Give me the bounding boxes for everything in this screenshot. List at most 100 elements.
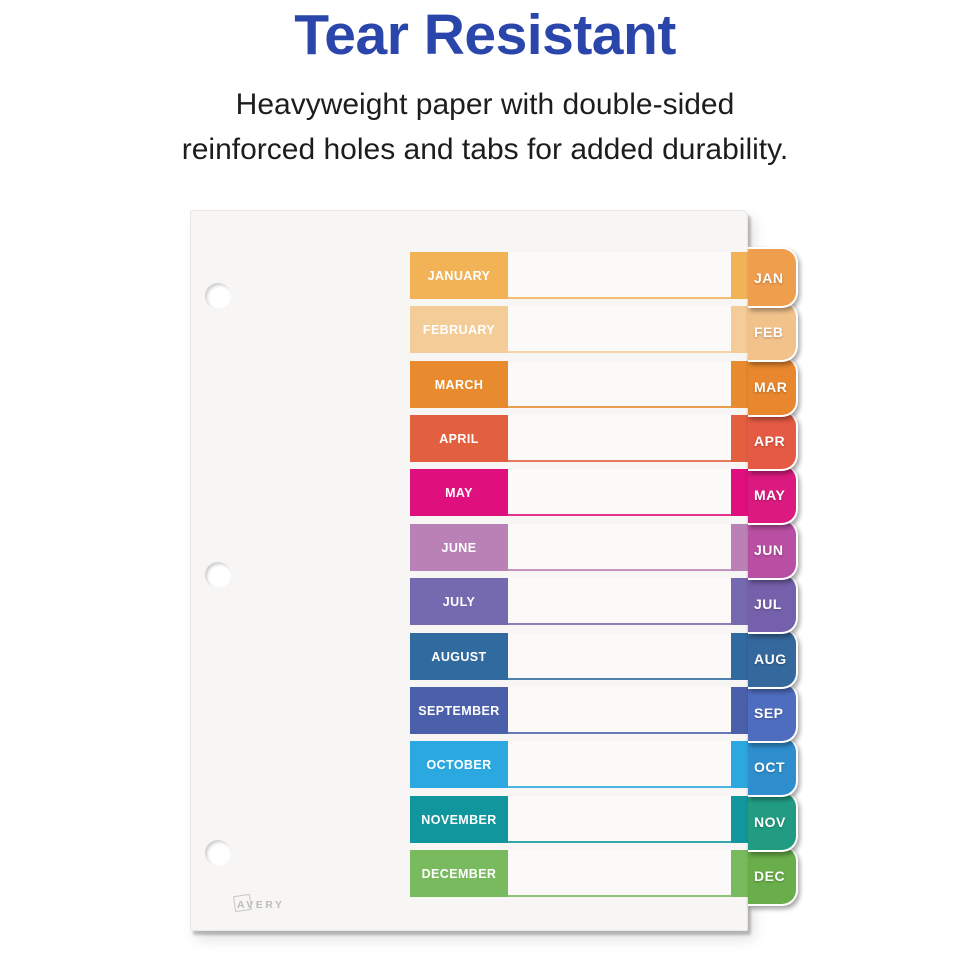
edge-strip — [731, 578, 748, 625]
toc-leader-area — [508, 741, 731, 788]
index-tab-apr: APR — [748, 410, 798, 471]
index-tab-may: MAY — [748, 464, 798, 525]
month-name: MAY — [445, 485, 473, 500]
tab-label: APR — [754, 432, 786, 449]
month-label-block: DECEMBER — [410, 850, 508, 897]
divider-sheet: JANUARY FEBRUARY MARCH APRIL MAY JUNE JULY AUGU… — [190, 210, 798, 931]
avery-logo-frame-icon — [232, 893, 253, 913]
toc-leader-line — [508, 841, 731, 843]
toc-row-apr: APRIL — [410, 415, 748, 462]
toc-leader-line — [508, 732, 731, 734]
month-label-block: MARCH — [410, 361, 508, 408]
index-tab-oct: OCT — [748, 736, 798, 797]
month-label-block: OCTOBER — [410, 741, 508, 788]
toc-row-jun: JUNE — [410, 524, 748, 571]
toc-leader-area — [508, 524, 731, 571]
index-tab-aug: AUG — [748, 628, 798, 689]
month-label-block: JULY — [410, 578, 508, 625]
tab-label: MAY — [754, 486, 786, 503]
edge-strip — [731, 252, 748, 299]
month-name: OCTOBER — [426, 757, 492, 772]
subtitle-line-1: Heavyweight paper with double-sided — [235, 88, 735, 121]
toc-leader-line — [508, 406, 731, 408]
page-subtitle: Heavyweight paper with double-sided rein… — [0, 82, 970, 172]
month-name: MARCH — [434, 377, 484, 392]
month-name: AUGUST — [431, 649, 487, 664]
toc-row-dec: DECEMBER — [410, 850, 748, 897]
toc-leader-line — [508, 297, 731, 299]
toc-leader-area — [508, 633, 731, 680]
month-label-block: NOVEMBER — [410, 796, 508, 843]
month-name: SEPTEMBER — [418, 703, 500, 718]
toc-row-may: MAY — [410, 469, 748, 516]
edge-strip — [731, 415, 748, 462]
toc-leader-area — [508, 796, 731, 843]
toc-row-jan: JANUARY — [410, 252, 748, 299]
toc-leader-area — [508, 415, 731, 462]
tab-label: SEP — [754, 704, 784, 721]
month-name: APRIL — [439, 431, 479, 446]
toc-leader-line — [508, 678, 731, 680]
tab-label: FEB — [754, 323, 784, 340]
edge-strip — [731, 796, 748, 843]
subtitle-line-2: reinforced holes and tabs for added dura… — [181, 133, 789, 166]
edge-strip — [731, 306, 748, 353]
toc-leader-area — [508, 252, 731, 299]
tab-label: JAN — [754, 269, 784, 286]
avery-logo-text: AVERY — [237, 899, 285, 911]
month-label-block: MAY — [410, 469, 508, 516]
tab-label: MAR — [754, 378, 788, 395]
index-tab-nov: NOV — [748, 791, 798, 852]
toc-leader-area — [508, 687, 731, 734]
index-tab-mar: MAR — [748, 356, 798, 417]
index-tab-jan: JAN — [748, 247, 798, 308]
page-title: Tear Resistant — [294, 3, 676, 67]
edge-strip — [731, 524, 748, 571]
month-label-block: SEPTEMBER — [410, 687, 508, 734]
toc-row-mar: MARCH — [410, 361, 748, 408]
month-name: FEBRUARY — [422, 322, 496, 337]
month-label-block: AUGUST — [410, 633, 508, 680]
edge-strip — [731, 361, 748, 408]
month-name: JULY — [442, 594, 476, 609]
toc-leader-line — [508, 569, 731, 571]
index-tab-jun: JUN — [748, 519, 798, 580]
tab-label: JUN — [754, 541, 784, 558]
toc-leader-area — [508, 306, 731, 353]
toc-leader-line — [508, 623, 731, 625]
month-label-block: FEBRUARY — [410, 306, 508, 353]
punch-hole-middle — [205, 562, 231, 588]
punch-hole-bottom — [205, 840, 231, 866]
tab-label: JUL — [754, 595, 782, 612]
toc-leader-line — [508, 351, 731, 353]
index-tab-dec: DEC — [748, 845, 798, 906]
toc-leader-area — [508, 850, 731, 897]
toc-row-oct: OCTOBER — [410, 741, 748, 788]
punch-hole-top — [205, 283, 231, 309]
tab-label: AUG — [754, 650, 787, 667]
month-name: JUNE — [441, 540, 477, 555]
month-label-block: APRIL — [410, 415, 508, 462]
month-name: DECEMBER — [421, 866, 497, 881]
month-label-block: JANUARY — [410, 252, 508, 299]
avery-logo: AVERY — [232, 893, 285, 913]
toc-leader-line — [508, 514, 731, 516]
toc-leader-area — [508, 469, 731, 516]
edge-strip — [731, 850, 748, 897]
toc-row-sep: SEPTEMBER — [410, 687, 748, 734]
toc-row-nov: NOVEMBER — [410, 796, 748, 843]
tab-label: NOV — [754, 813, 786, 830]
toc-row-aug: AUGUST — [410, 633, 748, 680]
month-name: NOVEMBER — [421, 812, 497, 827]
toc-row-feb: FEBRUARY — [410, 306, 748, 353]
toc-leader-line — [508, 786, 731, 788]
toc-leader-area — [508, 578, 731, 625]
toc-leader-line — [508, 460, 731, 462]
index-tab-sep: SEP — [748, 682, 798, 743]
index-tab-feb: FEB — [748, 301, 798, 362]
toc-row-jul: JULY — [410, 578, 748, 625]
month-label-block: JUNE — [410, 524, 508, 571]
edge-strip — [731, 741, 748, 788]
toc-leader-area — [508, 361, 731, 408]
tab-label: OCT — [754, 758, 786, 775]
